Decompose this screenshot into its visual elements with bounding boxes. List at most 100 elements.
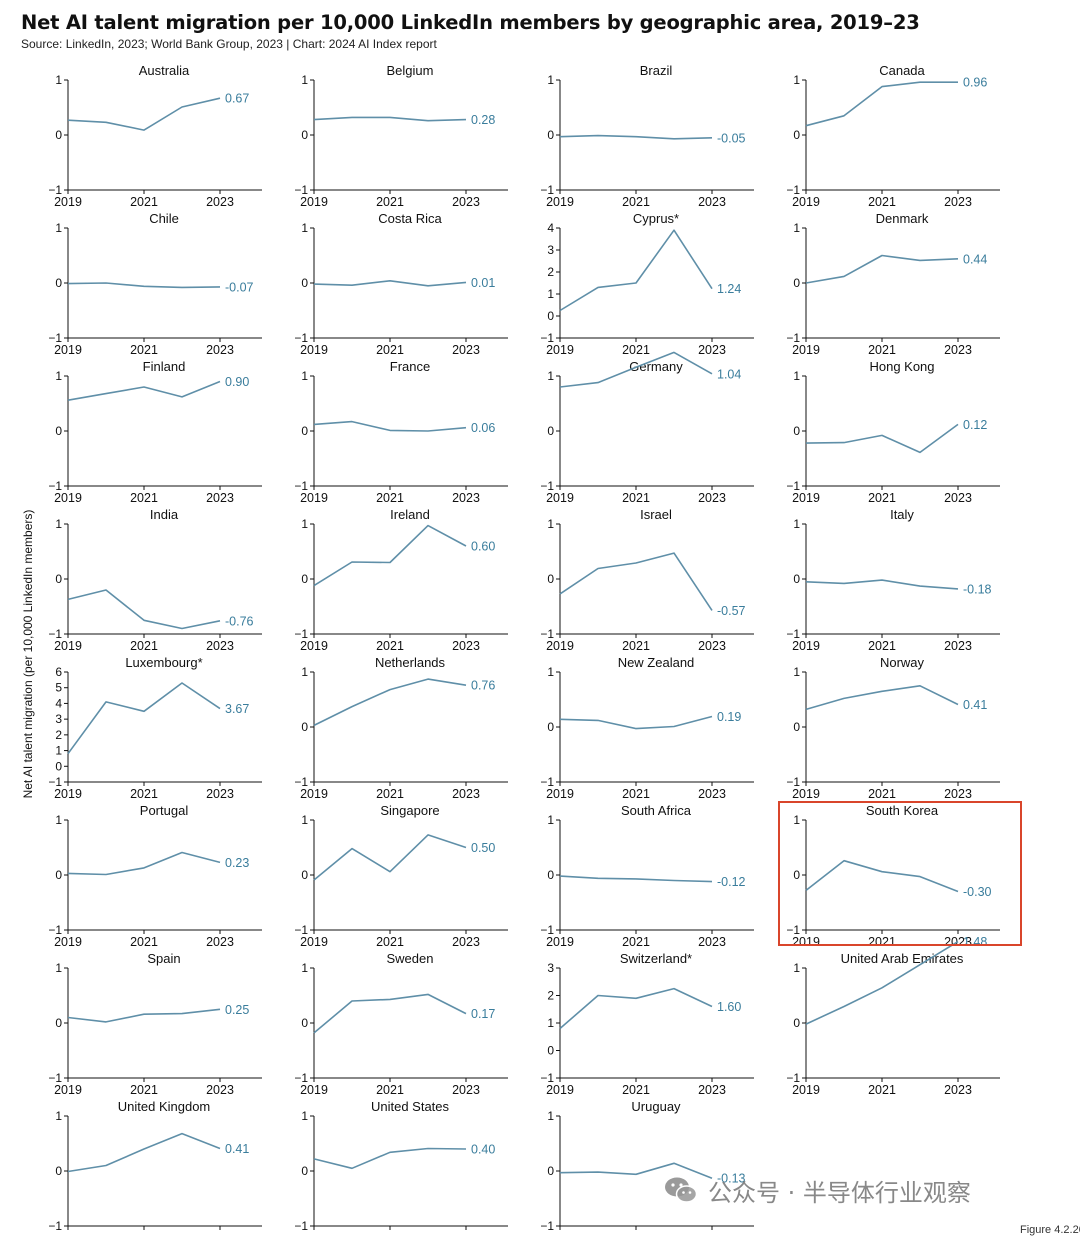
end-value-label: 0.90 xyxy=(225,375,249,389)
series-line xyxy=(314,835,466,880)
y-tick-label: 1 xyxy=(301,961,308,975)
end-value-label: 0.60 xyxy=(471,540,495,554)
x-tick-label: 2021 xyxy=(868,195,896,209)
end-value-label: 0.19 xyxy=(717,710,741,724)
series-line xyxy=(806,686,958,710)
panel-title: Belgium xyxy=(387,63,434,78)
x-tick-label: 2021 xyxy=(376,1083,404,1097)
end-value-label: 0.67 xyxy=(225,92,249,106)
y-tick-label: 1 xyxy=(55,813,62,827)
x-tick-label: 2023 xyxy=(944,343,972,357)
y-tick-label: 2 xyxy=(547,989,554,1003)
series-line xyxy=(68,1009,220,1022)
y-tick-label: 0 xyxy=(793,1016,800,1030)
panel-title: Singapore xyxy=(380,803,439,818)
panel-title: Portugal xyxy=(140,803,189,818)
y-tick-label: 0 xyxy=(793,128,800,142)
y-tick-label: 0 xyxy=(793,720,800,734)
x-tick-label: 2019 xyxy=(300,343,328,357)
end-value-label: 0.50 xyxy=(471,841,495,855)
x-tick-label: 2021 xyxy=(376,343,404,357)
x-tick-label: 2023 xyxy=(698,195,726,209)
y-tick-label: 0 xyxy=(547,1044,554,1058)
x-tick-label: 2023 xyxy=(206,195,234,209)
x-tick-label: 2023 xyxy=(452,1083,480,1097)
panel-title: Hong Kong xyxy=(869,359,934,374)
x-tick-label: 2023 xyxy=(206,935,234,949)
x-tick-label: 2021 xyxy=(376,787,404,801)
x-tick-label: 2021 xyxy=(622,195,650,209)
y-tick-label: 1 xyxy=(547,287,554,301)
x-tick-label: 2023 xyxy=(452,787,480,801)
x-tick-label: 2023 xyxy=(698,343,726,357)
x-tick-label: 2019 xyxy=(300,935,328,949)
x-tick-label: 2023 xyxy=(698,787,726,801)
panel-title: United Kingdom xyxy=(118,1099,211,1114)
x-tick-label: 2021 xyxy=(130,787,158,801)
y-tick-label: 3 xyxy=(547,243,554,257)
x-tick-label: 2021 xyxy=(130,1083,158,1097)
x-tick-label: 2021 xyxy=(868,639,896,653)
y-tick-label: 1 xyxy=(793,961,800,975)
y-tick-label: 0 xyxy=(793,868,800,882)
series-line xyxy=(560,553,712,610)
y-tick-label: 1 xyxy=(55,1109,62,1123)
series-line xyxy=(68,382,220,401)
x-tick-label: 2021 xyxy=(868,491,896,505)
panel-title: Netherlands xyxy=(375,655,446,670)
series-line xyxy=(68,590,220,629)
x-tick-label: 2021 xyxy=(868,787,896,801)
end-value-label: 0.40 xyxy=(471,1143,495,1157)
x-tick-label: 2019 xyxy=(54,1083,82,1097)
x-tick-label: 2019 xyxy=(54,343,82,357)
x-tick-label: 2019 xyxy=(792,1083,820,1097)
x-tick-label: 2021 xyxy=(622,787,650,801)
series-line xyxy=(68,1134,220,1172)
wechat-icon xyxy=(664,1176,698,1204)
end-value-label: 3.67 xyxy=(225,702,249,716)
x-tick-label: 2023 xyxy=(452,195,480,209)
y-tick-label: 6 xyxy=(55,665,62,679)
end-value-label: -0.57 xyxy=(717,604,746,618)
y-tick-label: 1 xyxy=(55,221,62,235)
x-tick-label: 2019 xyxy=(54,491,82,505)
series-line xyxy=(314,1149,466,1169)
x-tick-label: 2023 xyxy=(698,935,726,949)
y-tick-label: 0 xyxy=(301,572,308,586)
x-tick-label: 2019 xyxy=(546,935,574,949)
series-line xyxy=(806,256,958,284)
x-tick-label: 2021 xyxy=(130,343,158,357)
panel-title: Ireland xyxy=(390,507,430,522)
x-tick-label: 2023 xyxy=(944,195,972,209)
x-tick-label: 2023 xyxy=(452,639,480,653)
y-tick-label: 0 xyxy=(55,128,62,142)
series-line xyxy=(314,526,466,586)
x-tick-label: 2019 xyxy=(54,787,82,801)
panel-title: Brazil xyxy=(640,63,673,78)
x-tick-label: 2021 xyxy=(868,1083,896,1097)
panel-title: Switzerland* xyxy=(620,951,692,966)
y-tick-label: 0 xyxy=(547,868,554,882)
y-tick-label: 0 xyxy=(55,759,62,773)
watermark: 公众号 · 半导体行业观察 xyxy=(664,1172,971,1208)
y-tick-label: 0 xyxy=(547,572,554,586)
y-tick-label: 1 xyxy=(301,517,308,531)
x-tick-label: 2023 xyxy=(452,491,480,505)
y-tick-label: 0 xyxy=(301,424,308,438)
panel-title: Chile xyxy=(149,211,179,226)
x-tick-label: 2021 xyxy=(130,195,158,209)
y-tick-label: 0 xyxy=(301,276,308,290)
y-tick-label: 0 xyxy=(547,424,554,438)
y-tick-label: 0 xyxy=(301,128,308,142)
panel-title: New Zealand xyxy=(618,655,695,670)
